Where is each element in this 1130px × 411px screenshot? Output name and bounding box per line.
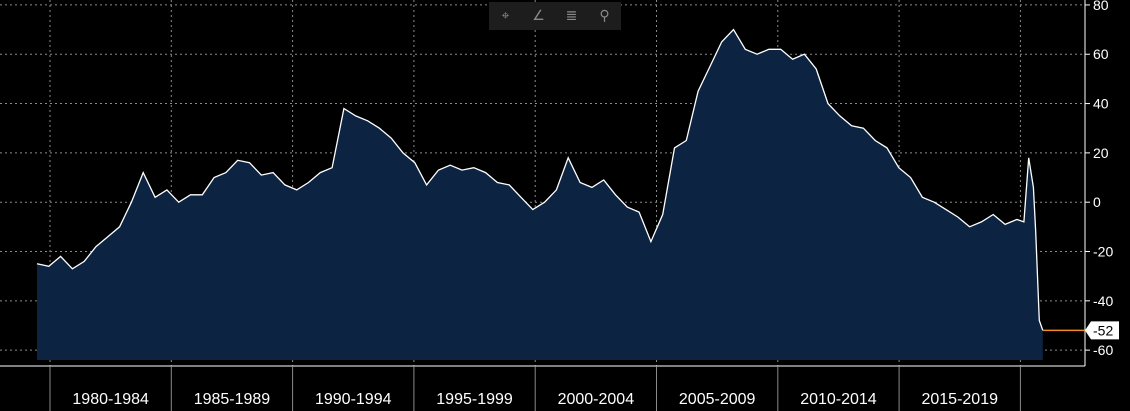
- crosshair-icon[interactable]: ⌖: [501, 8, 510, 24]
- axes: [0, 0, 1086, 367]
- x-tick-label: 1980-1984: [72, 391, 149, 408]
- series-line: [36, 28, 1044, 331]
- y-tick-label: -20: [1093, 244, 1113, 260]
- y-tick-label: -60: [1093, 342, 1113, 358]
- x-tick-label: 2010-2014: [800, 391, 877, 408]
- draw-line-icon[interactable]: ∠: [532, 8, 545, 24]
- y-tick-label: -40: [1093, 293, 1113, 309]
- x-axis-ticks: 1980-1984 1985-1989 1990-1994 1995-1999 2000…: [49, 366, 1021, 411]
- area-fill: [37, 29, 1043, 360]
- x-tick-label: 1990-1994: [315, 391, 392, 408]
- last-value-badge: [1085, 321, 1119, 340]
- last-value-label: -52: [1093, 322, 1113, 338]
- x-tick-label: 1985-1989: [194, 391, 271, 408]
- x-tick-label: 1995-1999: [436, 391, 513, 408]
- x-tick-label: 2005-2009: [679, 391, 756, 408]
- x-tick-label: 2015-2019: [921, 391, 998, 408]
- y-axis-ticks: 80 60 40 20 0 -20 -40 -60: [1085, 0, 1113, 358]
- x-tick-label: 2000-2004: [558, 391, 635, 408]
- y-tick-label: 40: [1093, 96, 1109, 112]
- y-tick-label: 0: [1093, 194, 1101, 210]
- chart-toolbar: ⌖ ∠ ≣ ⚲: [489, 2, 621, 30]
- area-series-layer: [36, 28, 1044, 360]
- y-tick-label: 80: [1093, 0, 1109, 13]
- list-icon[interactable]: ≣: [565, 8, 578, 24]
- y-tick-label: 20: [1093, 145, 1109, 161]
- zoom-icon[interactable]: ⚲: [599, 8, 610, 24]
- last-value-marker: -52: [1042, 321, 1119, 340]
- y-tick-label: 60: [1093, 46, 1109, 62]
